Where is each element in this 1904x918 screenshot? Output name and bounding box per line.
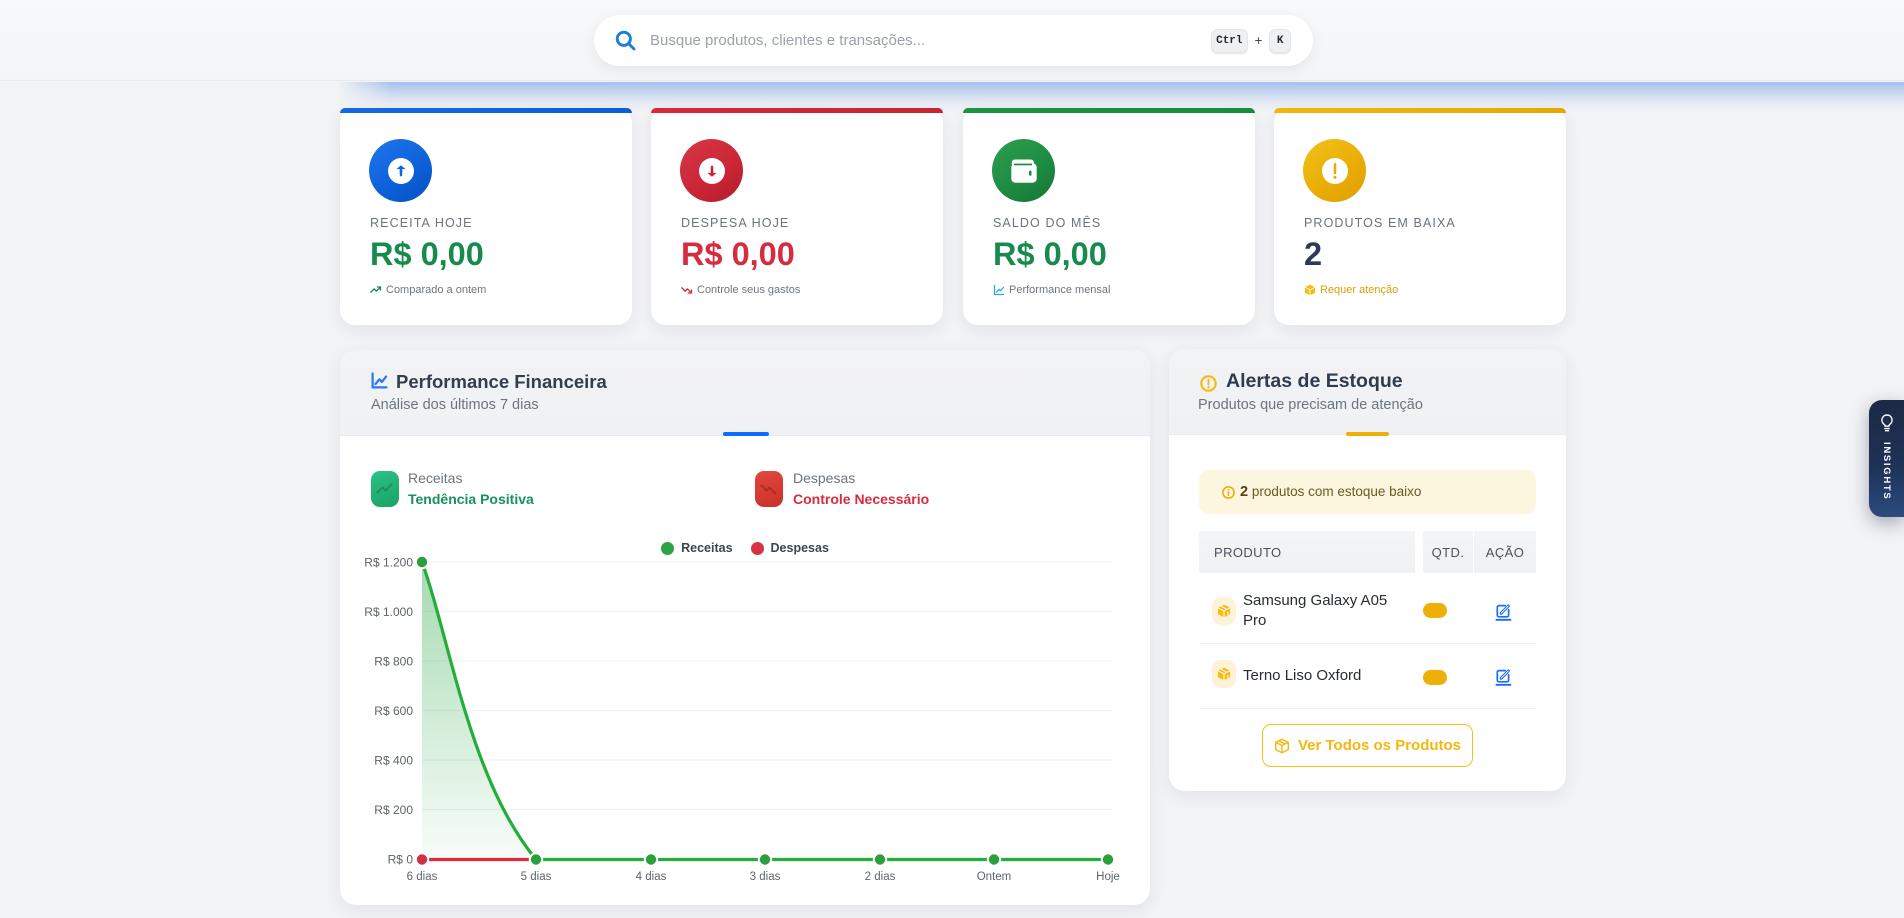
svg-text:R$ 200: R$ 200 <box>374 803 413 817</box>
svg-text:4 dias: 4 dias <box>636 871 667 883</box>
svg-text:R$ 400: R$ 400 <box>374 754 413 768</box>
svg-text:5 dias: 5 dias <box>521 871 552 883</box>
svg-text:R$ 1.000: R$ 1.000 <box>364 605 413 619</box>
svg-text:6 dias: 6 dias <box>407 871 438 883</box>
svg-text:Hoje: Hoje <box>1096 871 1120 883</box>
svg-text:R$ 600: R$ 600 <box>374 704 413 718</box>
svg-text:2 dias: 2 dias <box>865 871 896 883</box>
svg-text:R$ 800: R$ 800 <box>374 655 413 669</box>
svg-text:R$ 0: R$ 0 <box>388 853 414 867</box>
svg-text:R$ 1.200: R$ 1.200 <box>364 556 413 570</box>
svg-text:Ontem: Ontem <box>977 871 1012 883</box>
svg-text:3 dias: 3 dias <box>750 871 781 883</box>
